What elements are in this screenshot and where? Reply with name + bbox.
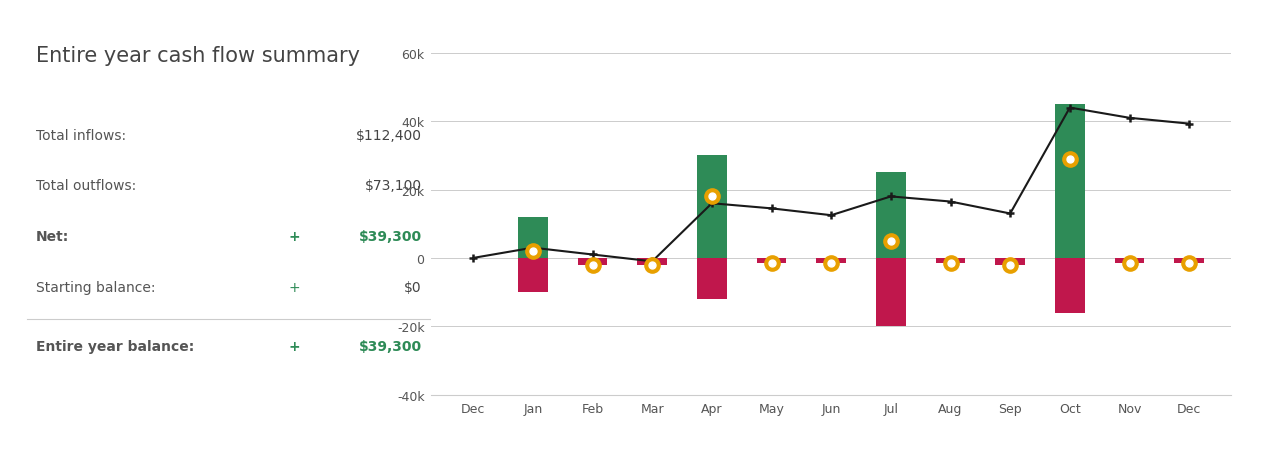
Text: $39,300: $39,300 (359, 340, 421, 353)
Bar (995, 258, 1025, 265)
Legend: Inflows, Outflows, Net, Running Balance: Inflows, Outflows, Net, Running Balance (648, 458, 1014, 459)
Text: $73,100: $73,100 (364, 179, 421, 193)
Bar (577, 258, 608, 265)
Bar (1055, 105, 1085, 258)
Bar (935, 258, 966, 263)
Bar (756, 258, 787, 263)
Bar (876, 173, 906, 258)
Bar (697, 258, 727, 299)
Text: Starting balance:: Starting balance: (36, 280, 155, 294)
Text: $0: $0 (405, 280, 421, 294)
Bar (1114, 258, 1145, 263)
Text: Entire year cash flow summary: Entire year cash flow summary (36, 46, 359, 66)
Text: $39,300: $39,300 (359, 230, 421, 243)
Text: +: + (289, 280, 301, 294)
Bar (816, 258, 846, 263)
Text: Net:: Net: (36, 230, 69, 243)
Bar (697, 156, 727, 258)
Text: Total inflows:: Total inflows: (36, 129, 126, 142)
Text: Total outflows:: Total outflows: (36, 179, 136, 193)
Bar (876, 258, 906, 326)
Bar (1055, 258, 1085, 313)
Bar (1174, 258, 1204, 263)
Bar (518, 218, 548, 258)
Text: +: + (289, 230, 301, 243)
Bar (637, 258, 667, 265)
Bar (518, 258, 548, 292)
Text: $112,400: $112,400 (355, 129, 421, 142)
Text: Entire year balance:: Entire year balance: (36, 340, 194, 353)
Text: +: + (289, 340, 301, 353)
